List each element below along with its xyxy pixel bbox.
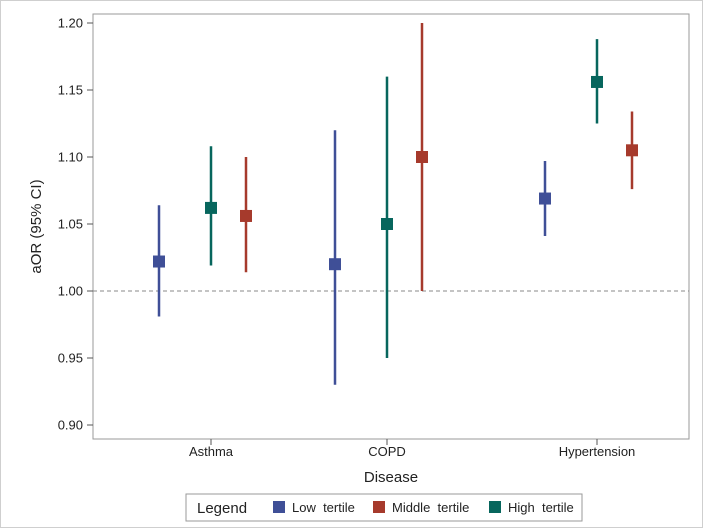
x-tick-label: Hypertension xyxy=(559,444,636,459)
estimate-point xyxy=(416,151,428,163)
estimate-point xyxy=(205,201,217,214)
series-layer xyxy=(153,23,638,385)
legend-swatch xyxy=(273,501,285,513)
plot-area xyxy=(92,13,690,440)
legend-swatch xyxy=(489,501,501,513)
x-tick-label: Asthma xyxy=(189,444,234,459)
y-tick-label: 1.10 xyxy=(58,150,83,165)
y-tick-label: 1.20 xyxy=(58,16,83,31)
estimate-point xyxy=(153,255,165,268)
x-tick-label: COPD xyxy=(368,444,406,459)
y-tick-label: 1.05 xyxy=(58,217,83,232)
y-tick-label: 0.95 xyxy=(58,351,83,366)
legend-label: Low tertile xyxy=(292,500,355,515)
legend-title: Legend xyxy=(197,500,247,517)
estimate-point xyxy=(240,209,252,222)
x-axis-title: Disease xyxy=(364,469,418,486)
y-axis: 0.90 0.95 1.00 1.05 1.10 1.15 1.20 xyxy=(58,16,93,433)
estimate-point xyxy=(381,218,393,230)
x-axis: Asthma COPD Hypertension xyxy=(189,439,635,459)
estimate-point xyxy=(591,75,603,88)
series-middle-tertile xyxy=(240,23,638,291)
legend-label: Middle tertile xyxy=(392,500,469,515)
y-axis-title: aOR (95% CI) xyxy=(28,179,45,273)
legend-label: High tertile xyxy=(508,500,574,515)
legend-swatch xyxy=(373,501,385,513)
series-low-tertile xyxy=(153,130,551,385)
series-high-tertile xyxy=(205,39,603,358)
legend: Legend Low tertile Middle tertile High ter… xyxy=(185,493,583,522)
y-tick-label: 1.15 xyxy=(58,83,83,98)
y-tick-label: 1.00 xyxy=(58,284,83,299)
estimate-point xyxy=(626,144,638,157)
estimate-point xyxy=(329,258,341,271)
estimate-point xyxy=(539,192,551,205)
y-tick-label: 0.90 xyxy=(58,418,83,433)
